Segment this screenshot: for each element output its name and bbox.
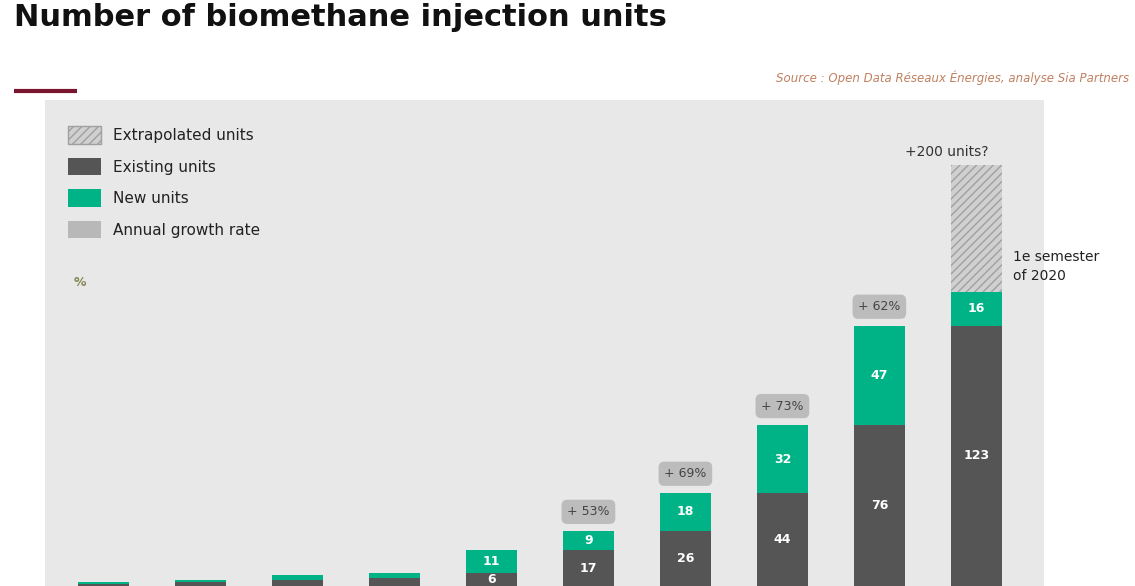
Text: 26: 26: [676, 552, 695, 565]
Bar: [951, 165, 1001, 292]
Text: 18: 18: [676, 506, 695, 519]
Text: 32: 32: [774, 452, 791, 466]
Legend: Extrapolated units, Existing units, New units, Annual growth rate: Extrapolated units, Existing units, New …: [64, 122, 266, 243]
Bar: [855, 326, 905, 425]
Text: 47: 47: [871, 369, 888, 382]
Bar: [175, 582, 226, 586]
Bar: [466, 550, 516, 573]
Text: %: %: [74, 275, 86, 288]
Text: 76: 76: [871, 499, 888, 512]
Bar: [78, 582, 128, 584]
Bar: [272, 580, 322, 586]
Bar: [757, 493, 808, 586]
Text: + 69%: + 69%: [664, 467, 707, 481]
Text: 9: 9: [585, 534, 592, 547]
Text: + 73%: + 73%: [762, 400, 804, 413]
Text: 123: 123: [964, 449, 990, 462]
Bar: [951, 292, 1001, 326]
Bar: [661, 493, 711, 531]
Text: + 53%: + 53%: [568, 505, 609, 519]
Text: Source : Open Data Réseaux Énergies, analyse Sia Partners: Source : Open Data Réseaux Énergies, ana…: [776, 70, 1129, 85]
Text: 16: 16: [968, 302, 985, 315]
Bar: [563, 550, 614, 586]
Text: 6: 6: [487, 573, 496, 586]
Text: + 62%: + 62%: [858, 300, 900, 313]
Bar: [272, 575, 322, 580]
Bar: [369, 573, 420, 578]
Bar: [563, 531, 614, 550]
Bar: [175, 580, 226, 582]
Bar: [78, 584, 128, 586]
Text: 1e semester
of 2020: 1e semester of 2020: [1014, 250, 1100, 284]
Text: +200 units?: +200 units?: [906, 145, 989, 159]
Bar: [855, 425, 905, 586]
Text: 11: 11: [482, 555, 501, 568]
Text: 44: 44: [774, 533, 791, 546]
Bar: [951, 326, 1001, 586]
Text: 17: 17: [580, 561, 597, 574]
Bar: [466, 573, 516, 586]
Bar: [369, 578, 420, 586]
Bar: [951, 165, 1001, 292]
Bar: [661, 531, 711, 586]
Bar: [757, 425, 808, 493]
Text: Number of biomethane injection units: Number of biomethane injection units: [14, 3, 666, 32]
